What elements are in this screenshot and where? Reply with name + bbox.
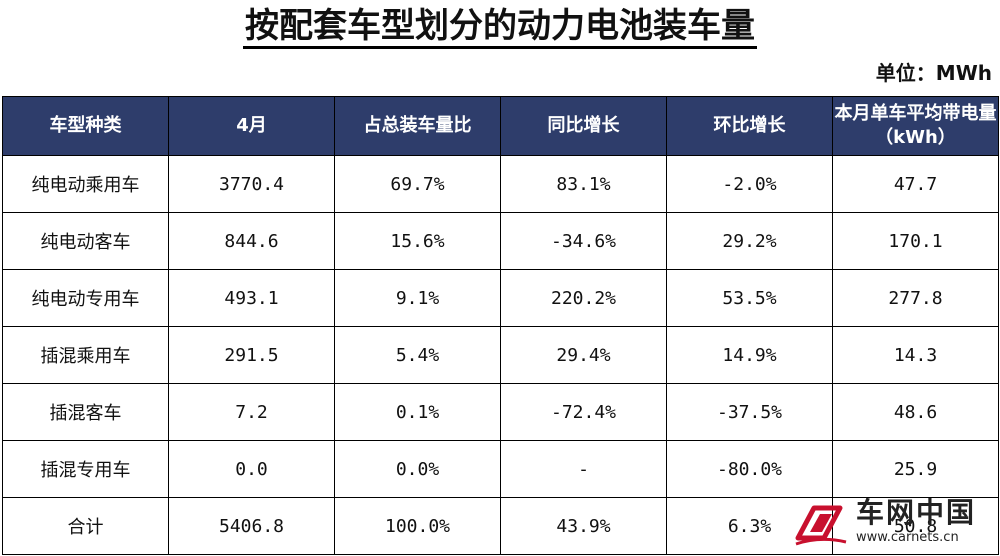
cell-vehicle-type: 纯电动专用车 [2, 269, 169, 327]
cell-share: 5.4% [334, 326, 501, 384]
cell-share: 0.1% [334, 383, 501, 441]
carnets-watermark: 车网中国 www.carnets.cn [794, 496, 994, 550]
cell-share: 9.1% [334, 269, 501, 327]
cell-april: 493.1 [168, 269, 335, 327]
cell-mom: 29.2% [666, 212, 833, 270]
cell-vehicle-type: 纯电动客车 [2, 212, 169, 270]
table-row: 插混乘用车 291.5 5.4% 29.4% 14.9% 14.3 [2, 326, 999, 384]
cell-yoy: -34.6% [500, 212, 667, 270]
cell-share: 0.0% [334, 440, 501, 498]
watermark-name: 车网中国 [856, 496, 977, 529]
cell-april: 844.6 [168, 212, 335, 270]
cell-vehicle-type: 纯电动乘用车 [2, 155, 169, 213]
cell-april: 0.0 [168, 440, 335, 498]
cell-mom: 53.5% [666, 269, 833, 327]
cell-mom: -37.5% [666, 383, 833, 441]
header-avg-capacity: 本月单车平均带电量（kWh） [832, 96, 999, 156]
header-yoy: 同比增长 [500, 96, 667, 156]
unit-label: 单位：MWh [875, 61, 992, 85]
cell-avg-capacity: 14.3 [832, 326, 999, 384]
cell-mom: -80.0% [666, 440, 833, 498]
cell-avg-capacity: 170.1 [832, 212, 999, 270]
cell-avg-capacity: 50.8 [832, 497, 999, 555]
header-mom: 环比增长 [666, 96, 833, 156]
carnets-logo-icon [795, 505, 847, 546]
cell-april: 291.5 [168, 326, 335, 384]
cell-mom: -2.0% [666, 155, 833, 213]
table-row: 插混客车 7.2 0.1% -72.4% -37.5% 48.6 [2, 383, 999, 441]
cell-avg-capacity: 25.9 [832, 440, 999, 498]
cell-vehicle-type: 插混专用车 [2, 440, 169, 498]
battery-installation-table: 车型种类 4月 占总装车量比 同比增长 环比增长 本月单车平均带电量（kWh） … [2, 96, 999, 555]
cell-yoy: 83.1% [500, 155, 667, 213]
table-row: 插混专用车 0.0 0.0% - -80.0% 25.9 [2, 440, 999, 498]
cell-mom: 14.9% [666, 326, 833, 384]
table-row: 纯电动专用车 493.1 9.1% 220.2% 53.5% 277.8 [2, 269, 999, 327]
cell-share: 69.7% [334, 155, 501, 213]
cell-april: 5406.8 [168, 497, 335, 555]
cell-yoy: 220.2% [500, 269, 667, 327]
cell-vehicle-type: 合计 [2, 497, 169, 555]
page-title: 按配套车型划分的动力电池装车量 [0, 4, 1000, 49]
table-row: 纯电动乘用车 3770.4 69.7% 83.1% -2.0% 47.7 [2, 155, 999, 213]
cell-yoy: 29.4% [500, 326, 667, 384]
cell-april: 7.2 [168, 383, 335, 441]
cell-avg-capacity: 48.6 [832, 383, 999, 441]
cell-avg-capacity: 47.7 [832, 155, 999, 213]
cell-april: 3770.4 [168, 155, 335, 213]
cell-share: 15.6% [334, 212, 501, 270]
table-total-row: 合计 5406.8 100.0% 43.9% 6.3% 50.8 [2, 497, 999, 555]
header-vehicle-type: 车型种类 [2, 96, 169, 156]
table-header-row: 车型种类 4月 占总装车量比 同比增长 环比增长 本月单车平均带电量（kWh） [2, 96, 999, 156]
table-row: 纯电动客车 844.6 15.6% -34.6% 29.2% 170.1 [2, 212, 999, 270]
cell-vehicle-type: 插混客车 [2, 383, 169, 441]
cell-avg-capacity: 277.8 [832, 269, 999, 327]
header-share: 占总装车量比 [334, 96, 501, 156]
cell-vehicle-type: 插混乘用车 [2, 326, 169, 384]
header-april: 4月 [168, 96, 335, 156]
cell-yoy: 43.9% [500, 497, 667, 555]
page-title-text: 按配套车型划分的动力电池装车量 [243, 6, 757, 49]
cell-yoy: - [500, 440, 667, 498]
cell-yoy: -72.4% [500, 383, 667, 441]
watermark-url: www.carnets.cn [856, 530, 959, 545]
cell-share: 100.0% [334, 497, 501, 555]
